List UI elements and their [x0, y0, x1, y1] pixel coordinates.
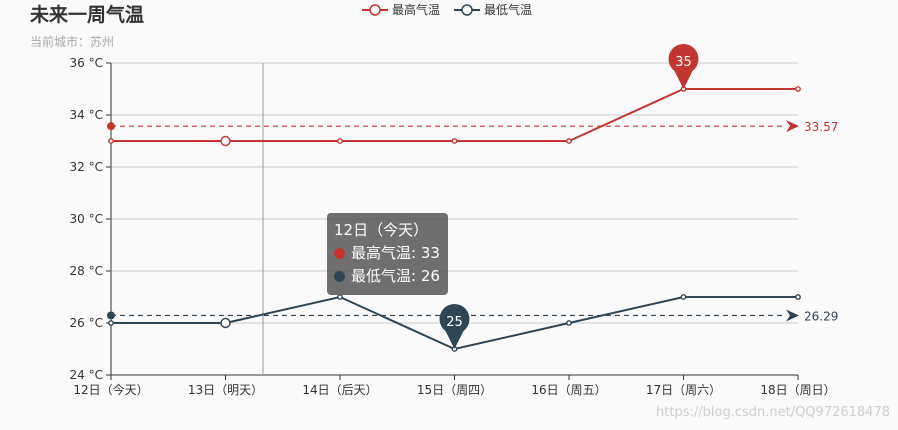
- legend-low-icon: [454, 3, 481, 16]
- y-tick-label: 34 °C: [70, 108, 103, 122]
- watermark: https://blog.csdn.net/QQ972618478: [656, 405, 890, 420]
- y-tick-label: 36 °C: [70, 56, 103, 70]
- tooltip-row-low: 最低气温: 26: [334, 265, 440, 288]
- x-tick-label: 14日（后天）: [302, 383, 377, 397]
- tooltip-row-high: 最高气温: 33: [334, 242, 440, 265]
- data-point: [795, 294, 801, 300]
- tooltip-row-high-label: 最高气温: 33: [351, 244, 440, 262]
- min-marker-label: 25: [446, 315, 463, 330]
- data-point: [108, 320, 114, 326]
- average-arrow: [786, 309, 799, 322]
- chart-subtitle: 当前城市：苏州: [30, 35, 115, 49]
- y-tick-label: 32 °C: [70, 160, 103, 174]
- y-tick-label: 30 °C: [70, 212, 103, 226]
- average-start-point: [107, 122, 115, 131]
- x-tick-label: 12日（今天）: [73, 382, 148, 397]
- x-tick-label: 18日（周日）: [760, 383, 835, 397]
- x-tick-label: 17日（周六）: [646, 383, 721, 397]
- legend-label-low: 最低气温: [484, 3, 533, 17]
- data-point: [566, 320, 572, 326]
- legend-high-icon: [362, 3, 388, 16]
- tooltip-high-dot-icon: [334, 248, 345, 259]
- data-point: [220, 135, 231, 147]
- tooltip-row-low-label: 最低气温: 26: [351, 267, 440, 285]
- data-point: [337, 138, 343, 144]
- legend-label-high: 最高气温: [392, 3, 441, 17]
- data-point: [220, 317, 231, 329]
- tooltip-header: 12日（今天）: [334, 221, 429, 239]
- x-tick-label: 13日（明天）: [188, 383, 263, 397]
- x-tick-label: 15日（周四）: [417, 383, 492, 397]
- y-tick-label: 26 °C: [70, 316, 103, 330]
- legend-item-high[interactable]: 最高气温: [362, 1, 440, 18]
- max-marker-label: 35: [675, 55, 692, 70]
- data-point: [680, 294, 687, 300]
- data-point: [795, 86, 801, 92]
- y-tick-label: 24 °C: [70, 368, 103, 382]
- x-tick-label: 16日（周五）: [531, 383, 606, 397]
- data-point: [451, 138, 458, 144]
- legend-item-low[interactable]: 最低气温: [454, 1, 532, 18]
- average-start-point: [107, 311, 115, 320]
- data-point: [108, 138, 114, 144]
- average-label: 26.29: [804, 309, 838, 323]
- max-marker: [668, 44, 699, 89]
- tooltip: 12日（今天） 最高气温: 33 最低气温: 26: [327, 213, 448, 295]
- data-point: [337, 294, 343, 300]
- average-arrow: [786, 120, 799, 133]
- average-label: 33.57: [804, 120, 838, 134]
- legend: 最高气温 最低气温: [362, 1, 532, 18]
- tooltip-low-dot-icon: [334, 271, 345, 282]
- data-point: [566, 138, 572, 144]
- min-marker: [439, 304, 470, 349]
- y-tick-label: 28 °C: [70, 264, 103, 278]
- chart-title: 未来一周气温: [30, 4, 145, 26]
